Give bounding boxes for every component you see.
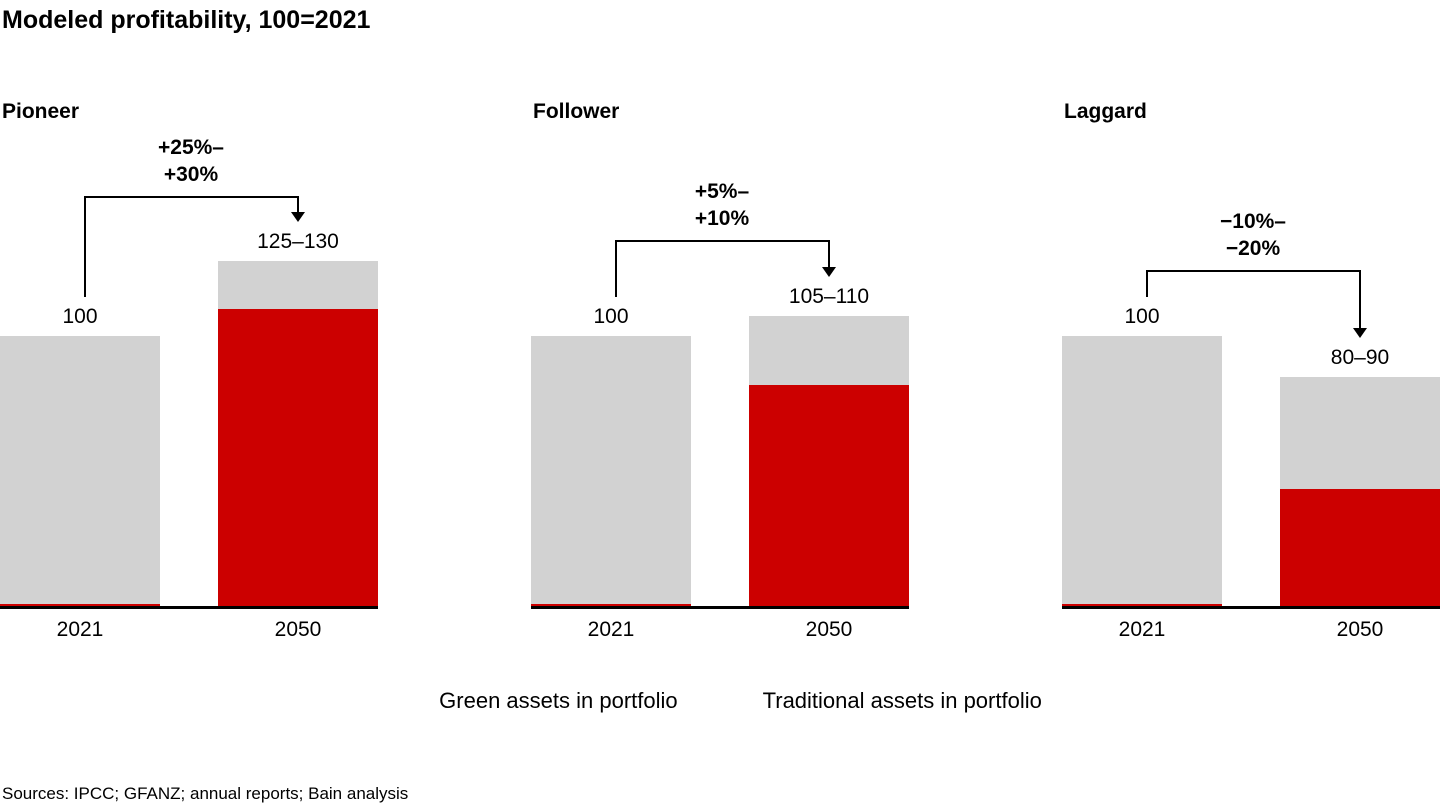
x-axis-label-2050: 2050 bbox=[1336, 618, 1384, 641]
change-annotation-line2: +10% bbox=[694, 207, 750, 230]
green-assets-swatch-icon bbox=[398, 686, 427, 715]
arrow-down-head-icon bbox=[291, 211, 305, 222]
x-axis-label-2050: 2050 bbox=[805, 618, 853, 641]
bar-value-label: 100 bbox=[62, 305, 98, 329]
bar-2021: 100 bbox=[531, 305, 691, 609]
change-annotation-line2: −20% bbox=[1225, 237, 1281, 260]
legend: Green assets in portfolio Traditional as… bbox=[0, 686, 1440, 715]
arrow-down-head-icon bbox=[1353, 327, 1367, 338]
x-axis-label-2050: 2050 bbox=[274, 618, 322, 641]
bracket-horizontal-line bbox=[84, 196, 299, 198]
change-annotation-line2: +30% bbox=[163, 163, 219, 186]
bar-value-label: 100 bbox=[593, 305, 629, 329]
x-axis-label-2021: 2021 bbox=[587, 618, 635, 641]
x-axis-baseline bbox=[1062, 606, 1440, 609]
bracket-arrow-line bbox=[1359, 270, 1361, 328]
chart-panel-follower: Follower +5%– +10% 100 105–110 2021 2050 bbox=[531, 100, 909, 648]
segment-traditional-assets bbox=[0, 336, 160, 604]
panel-title: Laggard bbox=[1064, 100, 1147, 123]
bar-2050: 105–110 bbox=[749, 285, 909, 609]
segment-traditional-assets bbox=[1280, 376, 1440, 489]
change-annotation: −10%– −20% bbox=[1146, 208, 1360, 262]
bar-2021: 100 bbox=[1062, 305, 1222, 609]
change-annotation: +5%– +10% bbox=[615, 178, 829, 232]
bar-value-label: 125–130 bbox=[257, 229, 339, 253]
bar-value-label: 80–90 bbox=[1330, 345, 1390, 369]
x-axis-baseline bbox=[0, 606, 378, 609]
bar-value-label: 100 bbox=[1124, 305, 1160, 329]
arrow-down-head-icon bbox=[822, 266, 836, 277]
legend-label-traditional-assets: Traditional assets in portfolio bbox=[762, 687, 1042, 713]
bar-2050: 125–130 bbox=[218, 230, 378, 609]
bracket-left-line bbox=[615, 240, 617, 297]
sources-note: Sources: IPCC; GFANZ; annual reports; Ba… bbox=[2, 784, 409, 803]
panel-title: Follower bbox=[533, 100, 620, 123]
chart-title: Modeled profitability, 100=2021 bbox=[2, 6, 371, 34]
legend-item-green-assets: Green assets in portfolio bbox=[398, 686, 677, 715]
change-annotation-line1: +5%– bbox=[694, 180, 750, 203]
legend-item-traditional-assets: Traditional assets in portfolio bbox=[722, 686, 1042, 715]
bracket-left-line bbox=[84, 196, 86, 297]
bracket-horizontal-line bbox=[1146, 270, 1361, 272]
segment-traditional-assets bbox=[749, 315, 909, 386]
panel-title: Pioneer bbox=[2, 100, 80, 123]
chart-panel-laggard: Laggard −10%– −20% 100 80–90 2021 2050 bbox=[1062, 100, 1440, 648]
change-annotation-line1: +25%– bbox=[158, 136, 224, 159]
traditional-assets-swatch-icon bbox=[722, 686, 751, 715]
x-axis-baseline bbox=[531, 606, 909, 609]
segment-traditional-assets bbox=[531, 336, 691, 604]
legend-label-green-assets: Green assets in portfolio bbox=[439, 687, 678, 713]
bracket-left-line bbox=[1146, 270, 1148, 297]
bracket-arrow-line bbox=[828, 240, 830, 267]
segment-traditional-assets bbox=[1062, 336, 1222, 604]
segment-green-assets bbox=[1280, 488, 1440, 609]
x-axis-label-2021: 2021 bbox=[1118, 618, 1166, 641]
segment-traditional-assets bbox=[218, 260, 378, 309]
bar-2021: 100 bbox=[0, 305, 160, 609]
chart-panel-pioneer: Pioneer +25%– +30% 100 125–130 2021 2050 bbox=[0, 100, 378, 648]
bracket-arrow-line bbox=[297, 196, 299, 212]
bar-2050: 80–90 bbox=[1280, 346, 1440, 609]
change-annotation: +25%– +30% bbox=[84, 134, 298, 188]
segment-green-assets bbox=[749, 385, 909, 609]
chart-panels: Pioneer +25%– +30% 100 125–130 2021 2050 bbox=[0, 100, 1440, 648]
x-axis-label-2021: 2021 bbox=[56, 618, 104, 641]
change-annotation-line1: −10%– bbox=[1220, 210, 1286, 233]
segment-green-assets bbox=[218, 308, 378, 609]
bar-value-label: 105–110 bbox=[788, 284, 870, 308]
bracket-horizontal-line bbox=[615, 240, 830, 242]
